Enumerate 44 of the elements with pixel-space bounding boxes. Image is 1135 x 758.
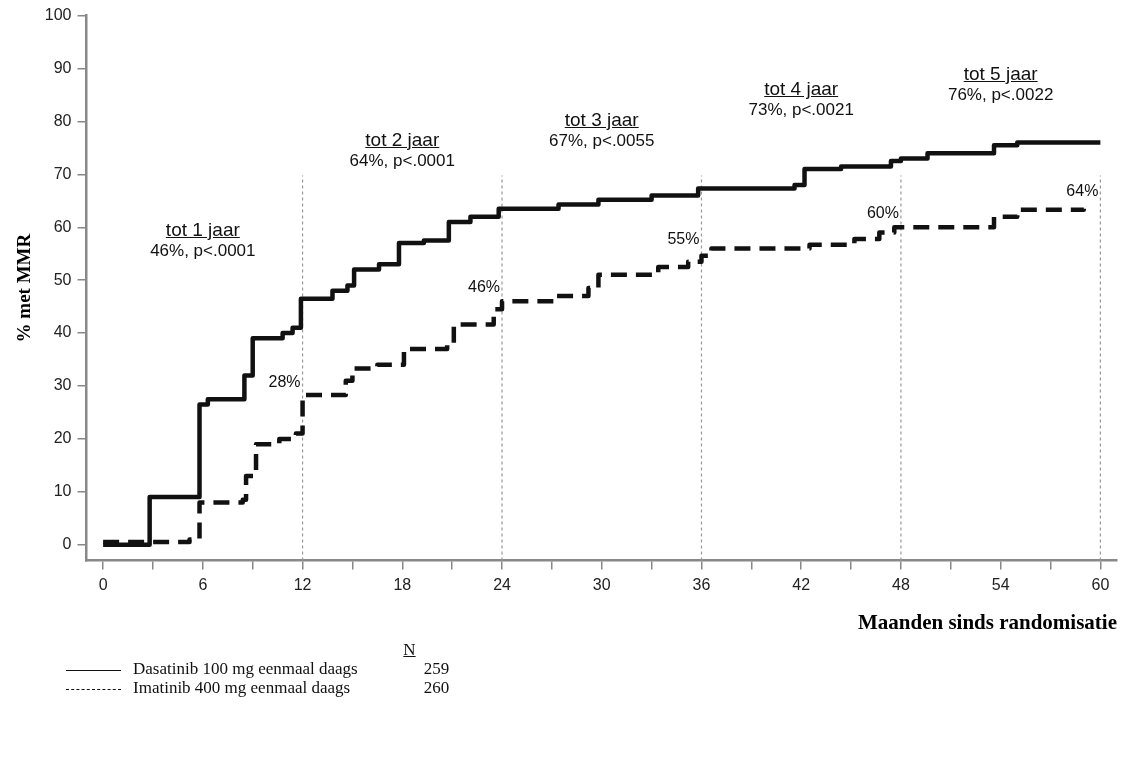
y-tick-label: 50 (53, 270, 72, 288)
x-tick-label: 48 (892, 575, 910, 593)
y-tick-label: 90 (53, 58, 72, 76)
text: 259 (422, 659, 451, 678)
annotation: 46%, p<.0001 (150, 240, 256, 261)
y-tick-label: 30 (53, 376, 72, 394)
y-tick-label: 40 (53, 323, 72, 341)
annotation: 55% (667, 230, 700, 248)
annotation: 67%, p<.0055 (549, 130, 655, 151)
x-tick-label: 60 (1091, 575, 1110, 593)
annotation: 64%, p<.0001 (349, 150, 455, 171)
y-tick-label: 70 (53, 164, 72, 182)
annotation: 60% (866, 203, 899, 221)
legend-label: Imatinib 400 mg eenmaal daags (132, 678, 352, 697)
annotation: tot 3 jaar (564, 108, 639, 130)
y-tick-label: 10 (53, 482, 72, 500)
x-tick-label: 0 (98, 575, 108, 593)
annotation: 76%, p<.0022 (947, 84, 1054, 105)
annotation: 46% (467, 277, 501, 295)
x-tick-label: 30 (592, 575, 611, 593)
y-tick-label: 80 (53, 111, 72, 129)
y-tick-label: 60 (53, 217, 72, 235)
y-axis-title: % met MMR (13, 233, 35, 343)
x-tick-label: 36 (692, 575, 711, 593)
annotation: 64% (1066, 182, 1099, 200)
y-tick-label: 0 (62, 535, 72, 553)
x-tick-label: 12 (293, 575, 312, 593)
legend-label: Dasatinib 100 mg eenmaal daags (132, 659, 359, 678)
x-tick-label: 6 (198, 575, 208, 593)
x-tick-label: 54 (991, 575, 1010, 593)
annotation: tot 5 jaar (963, 62, 1038, 84)
text: 260 (422, 678, 451, 697)
annotation: tot 4 jaar (764, 78, 839, 100)
y-tick-label: 20 (53, 429, 72, 447)
annotation: 28% (268, 372, 301, 390)
annotation: 73%, p<.0021 (748, 99, 854, 121)
x-tick-label: 24 (493, 575, 512, 593)
annotation: tot 2 jaar (365, 128, 440, 150)
text: N (403, 640, 416, 659)
x-tick-label: 18 (393, 575, 412, 593)
x-axis-title: Maanden sinds randomisatie (857, 609, 1117, 634)
annotation: tot 1 jaar (165, 218, 240, 240)
x-tick-label: 42 (792, 575, 811, 593)
y-tick-label: 100 (44, 6, 72, 24)
